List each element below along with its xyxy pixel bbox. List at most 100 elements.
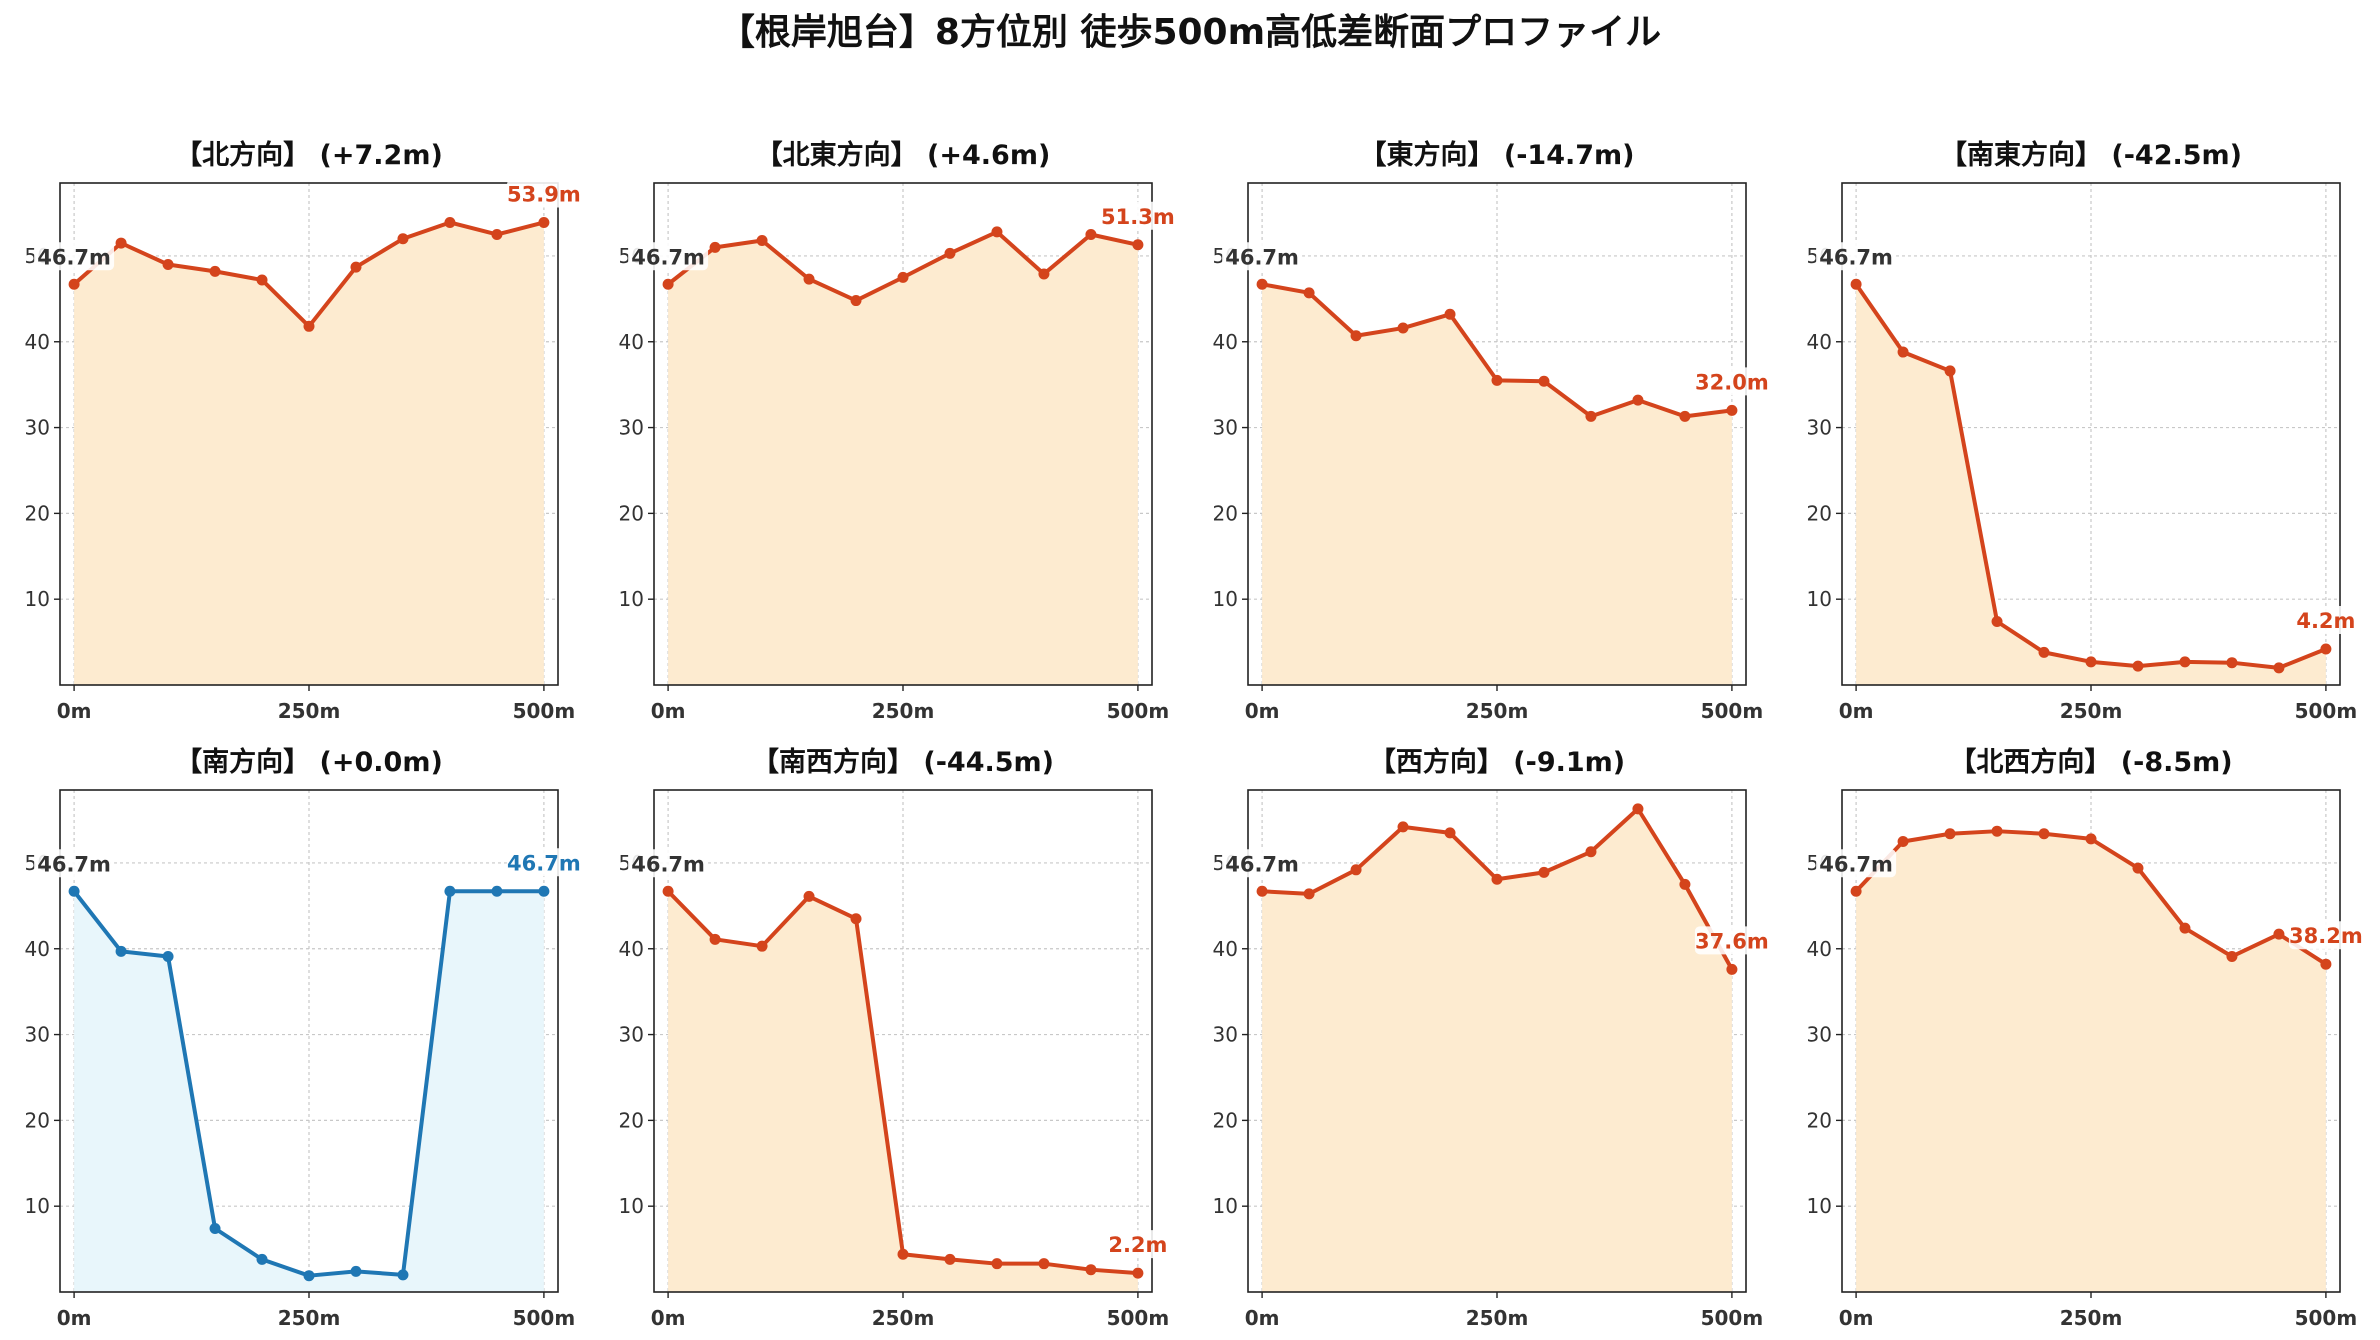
y-tick-label: 30 xyxy=(25,416,50,440)
end-label-box xyxy=(1100,201,1175,230)
area-fill xyxy=(668,891,1138,1292)
end-label-box xyxy=(1106,1230,1169,1259)
data-point xyxy=(709,241,721,253)
data-point xyxy=(2179,922,2191,934)
data-point xyxy=(1444,827,1456,839)
data-point xyxy=(1726,963,1738,975)
data-point xyxy=(1491,374,1503,386)
data-point xyxy=(209,265,221,277)
panel-title: 【南方向】 (+0.0m) xyxy=(175,746,443,778)
end-label-box xyxy=(2294,605,2357,634)
start-label-box xyxy=(628,242,709,271)
panel-2: 【東方向】 (-14.7m)10203040500m250m500m46.7m3… xyxy=(1213,139,1769,723)
data-point xyxy=(1397,821,1409,833)
y-tick-label: 40 xyxy=(619,330,644,354)
data-point xyxy=(1632,394,1644,406)
x-tick-label: 500m xyxy=(1701,1306,1764,1330)
data-point xyxy=(1038,268,1050,280)
data-point xyxy=(662,278,674,290)
panel-title: 【南西方向】 (-44.5m) xyxy=(752,746,1054,778)
x-tick-label: 250m xyxy=(278,1306,341,1330)
data-point xyxy=(444,885,456,897)
y-tick-label: 30 xyxy=(1213,416,1238,440)
panel-4: 【南方向】 (+0.0m)10203040500m250m500m46.7m46… xyxy=(25,746,581,1330)
area-fill xyxy=(1856,831,2326,1292)
y-tick-label: 40 xyxy=(25,937,50,961)
data-point xyxy=(850,295,862,307)
data-point xyxy=(1303,287,1315,299)
data-point xyxy=(756,234,768,246)
data-point xyxy=(709,933,721,945)
start-elevation-label: 46.7m xyxy=(631,245,705,269)
end-label-box xyxy=(2288,921,2363,950)
data-point xyxy=(491,228,503,240)
x-tick-label: 250m xyxy=(278,699,341,723)
y-tick-label: 10 xyxy=(25,1194,50,1218)
data-point xyxy=(162,259,174,271)
panel-title: 【東方向】 (-14.7m) xyxy=(1359,139,1634,171)
start-elevation-label: 46.7m xyxy=(37,852,111,876)
end-elevation-label: 37.6m xyxy=(1695,929,1769,953)
data-point xyxy=(2132,660,2144,672)
y-tick-label: 20 xyxy=(25,1108,50,1132)
data-point xyxy=(944,247,956,259)
x-tick-label: 500m xyxy=(1107,1306,1170,1330)
start-label-box xyxy=(1816,849,1897,878)
y-tick-label: 10 xyxy=(1213,1194,1238,1218)
y-tick-label: 10 xyxy=(1807,587,1832,611)
x-tick-label: 500m xyxy=(513,699,576,723)
data-point xyxy=(444,216,456,228)
y-tick-label: 20 xyxy=(1807,501,1832,525)
y-tick-label: 20 xyxy=(619,501,644,525)
y-tick-label: 40 xyxy=(25,330,50,354)
x-tick-label: 250m xyxy=(2060,1306,2123,1330)
data-point xyxy=(1679,878,1691,890)
start-label-box xyxy=(1816,242,1897,271)
data-point xyxy=(2273,928,2285,940)
data-point xyxy=(162,950,174,962)
start-label-box xyxy=(628,849,709,878)
panel-7: 【北西方向】 (-8.5m)10203040500m250m500m46.7m3… xyxy=(1807,746,2363,1330)
area-fill xyxy=(1856,284,2326,685)
end-label-box xyxy=(1694,926,1769,955)
data-point xyxy=(1585,410,1597,422)
y-tick-label: 30 xyxy=(1213,1023,1238,1047)
x-tick-label: 500m xyxy=(513,1306,576,1330)
data-point xyxy=(991,1258,1003,1270)
start-elevation-label: 46.7m xyxy=(631,852,705,876)
panel-title: 【西方向】 (-9.1m) xyxy=(1369,746,1625,778)
data-point xyxy=(944,1253,956,1265)
data-point xyxy=(1897,346,1909,358)
data-point xyxy=(1850,278,1862,290)
area-fill xyxy=(668,231,1138,685)
end-elevation-label: 46.7m xyxy=(507,851,581,875)
y-tick-label: 10 xyxy=(1807,1194,1832,1218)
y-tick-label: 20 xyxy=(619,1108,644,1132)
end-elevation-label: 38.2m xyxy=(2289,924,2363,948)
data-point xyxy=(303,1270,315,1282)
end-label-box xyxy=(1694,367,1769,396)
data-point xyxy=(538,885,550,897)
data-point xyxy=(1538,375,1550,387)
data-point xyxy=(209,1222,221,1234)
data-point xyxy=(1632,803,1644,815)
end-elevation-label: 2.2m xyxy=(1108,1233,1167,1257)
data-point xyxy=(1038,1258,1050,1270)
end-label-box xyxy=(506,179,581,208)
data-point xyxy=(1132,1267,1144,1279)
x-tick-label: 250m xyxy=(872,1306,935,1330)
panel-1: 【北東方向】 (+4.6m)10203040500m250m500m46.7m5… xyxy=(619,139,1175,723)
data-point xyxy=(1303,888,1315,900)
panel-5: 【南西方向】 (-44.5m)10203040500m250m500m46.7m… xyxy=(619,746,1170,1330)
data-point xyxy=(115,945,127,957)
data-point xyxy=(2179,656,2191,668)
area-fill xyxy=(74,891,544,1292)
y-tick-label: 40 xyxy=(619,937,644,961)
panel-title: 【北東方向】 (+4.6m) xyxy=(756,139,1051,171)
data-point xyxy=(1944,365,1956,377)
end-elevation-label: 32.0m xyxy=(1695,370,1769,394)
x-tick-label: 250m xyxy=(872,699,935,723)
data-point xyxy=(756,940,768,952)
